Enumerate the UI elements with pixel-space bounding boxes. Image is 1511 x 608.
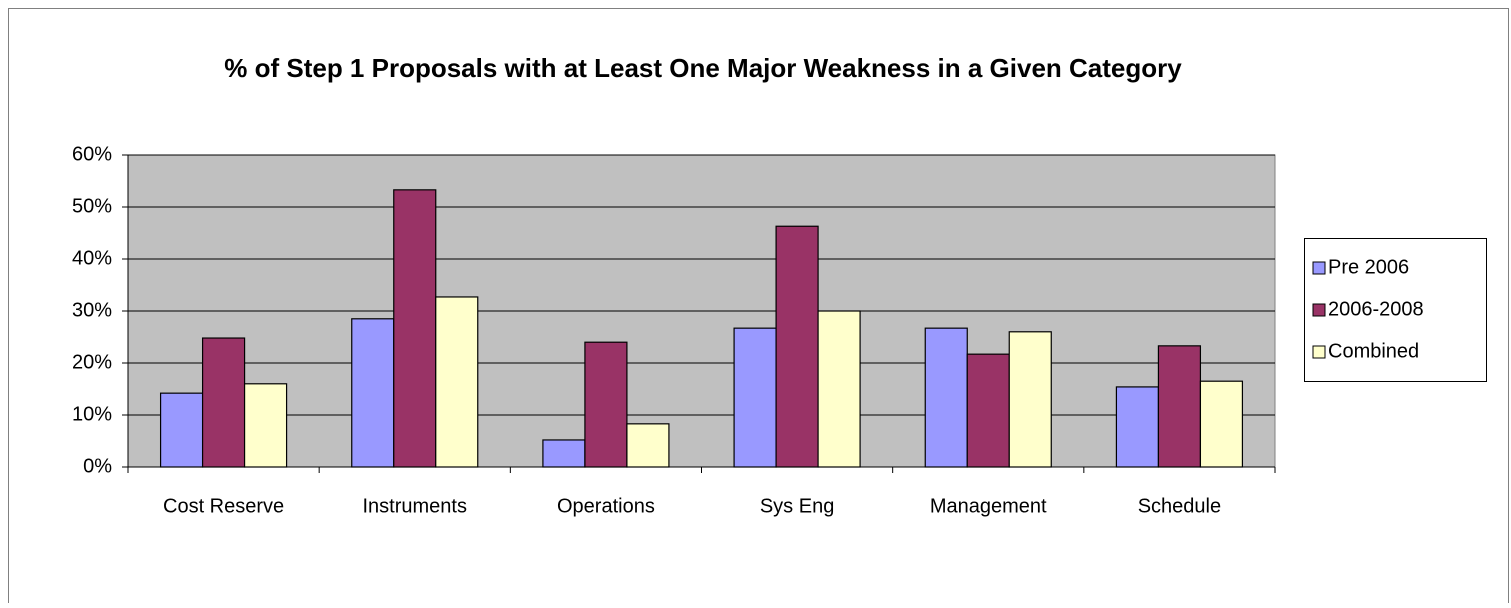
bar [817, 310, 861, 468]
legend-label: Pre 2006 [1328, 256, 1409, 278]
bar [1199, 380, 1244, 468]
bar [966, 353, 1010, 468]
x-tick-label: Operations [557, 495, 655, 517]
legend-swatch [1312, 261, 1326, 275]
y-tick-label: 40% [72, 247, 112, 269]
y-tick-label: 30% [72, 299, 112, 321]
x-tick-label: Cost Reserve [163, 495, 284, 517]
legend-swatch [1312, 345, 1326, 359]
x-tick-label: Sys Eng [760, 495, 834, 517]
bar [924, 327, 968, 468]
bar [435, 296, 479, 468]
y-tick-label: 20% [72, 351, 112, 373]
x-tick-label: Schedule [1138, 495, 1221, 517]
bar [775, 225, 819, 468]
bar [351, 318, 395, 468]
bar [159, 392, 204, 468]
bar [201, 337, 246, 468]
bar [626, 423, 670, 468]
chart-title: % of Step 1 Proposals with at Least One … [224, 53, 1182, 83]
legend-label: Combined [1328, 340, 1419, 362]
bar [1157, 345, 1202, 468]
bar [393, 189, 437, 468]
y-tick-label: 0% [83, 455, 112, 477]
legend-swatch [1312, 303, 1326, 317]
y-tick-label: 60% [72, 143, 112, 165]
x-tick-label: Instruments [363, 495, 467, 517]
y-tick-label: 10% [72, 403, 112, 425]
bar [243, 383, 288, 468]
bar [1008, 331, 1052, 468]
legend [1304, 238, 1487, 382]
bar [542, 439, 586, 468]
bar [733, 327, 777, 468]
bar [1115, 386, 1160, 468]
bar [584, 341, 628, 468]
x-tick-label: Management [930, 495, 1047, 517]
y-tick-label: 50% [72, 195, 112, 217]
legend-label: 2006-2008 [1328, 298, 1424, 320]
